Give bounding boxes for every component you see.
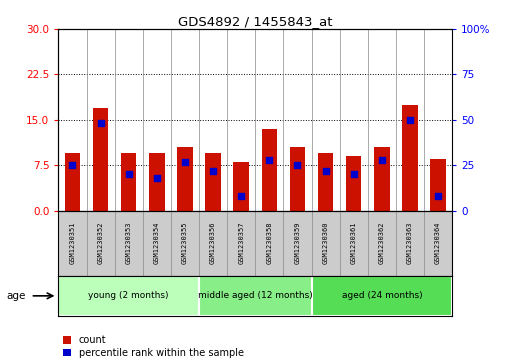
Text: GSM1230362: GSM1230362	[379, 222, 385, 265]
Text: GSM1230353: GSM1230353	[125, 222, 132, 265]
Text: GSM1230364: GSM1230364	[435, 222, 441, 265]
Bar	[290, 147, 305, 211]
Point	[406, 117, 414, 123]
Bar	[93, 108, 108, 211]
Bar	[121, 153, 137, 211]
Bar	[205, 153, 221, 211]
Text: GSM1230356: GSM1230356	[210, 222, 216, 265]
Text: GSM1230357: GSM1230357	[238, 222, 244, 265]
Bar	[177, 147, 193, 211]
Text: GSM1230355: GSM1230355	[182, 222, 188, 265]
Text: GSM1230361: GSM1230361	[351, 222, 357, 265]
Bar	[262, 129, 277, 211]
Point	[294, 162, 302, 168]
Bar	[318, 153, 333, 211]
Bar	[234, 162, 249, 211]
Point	[209, 168, 217, 174]
Point	[153, 175, 161, 181]
Text: GSM1230358: GSM1230358	[266, 222, 272, 265]
Point	[434, 193, 442, 199]
Bar	[430, 159, 446, 211]
Text: GSM1230360: GSM1230360	[323, 222, 329, 265]
Point	[69, 162, 77, 168]
Bar	[58, 276, 199, 316]
Text: GSM1230363: GSM1230363	[407, 222, 413, 265]
Text: GSM1230352: GSM1230352	[98, 222, 104, 265]
Text: GSM1230354: GSM1230354	[154, 222, 160, 265]
Bar	[374, 147, 390, 211]
Text: young (2 months): young (2 months)	[88, 291, 169, 300]
Point	[97, 121, 105, 126]
Point	[124, 171, 133, 177]
Point	[350, 171, 358, 177]
Bar	[149, 153, 165, 211]
Point	[265, 157, 273, 163]
Text: age: age	[7, 291, 26, 301]
Text: aged (24 months): aged (24 months)	[341, 291, 422, 300]
Bar	[65, 153, 80, 211]
Text: GSM1230351: GSM1230351	[70, 222, 76, 265]
Point	[322, 168, 330, 174]
Title: GDS4892 / 1455843_at: GDS4892 / 1455843_at	[178, 15, 333, 28]
Legend: count, percentile rank within the sample: count, percentile rank within the sample	[64, 335, 244, 358]
Point	[378, 157, 386, 163]
Text: middle aged (12 months): middle aged (12 months)	[198, 291, 312, 300]
Bar	[346, 156, 361, 211]
Bar	[199, 276, 311, 316]
Bar	[311, 276, 452, 316]
Bar	[402, 105, 418, 211]
Text: GSM1230359: GSM1230359	[295, 222, 300, 265]
Point	[181, 159, 189, 164]
Point	[237, 193, 245, 199]
